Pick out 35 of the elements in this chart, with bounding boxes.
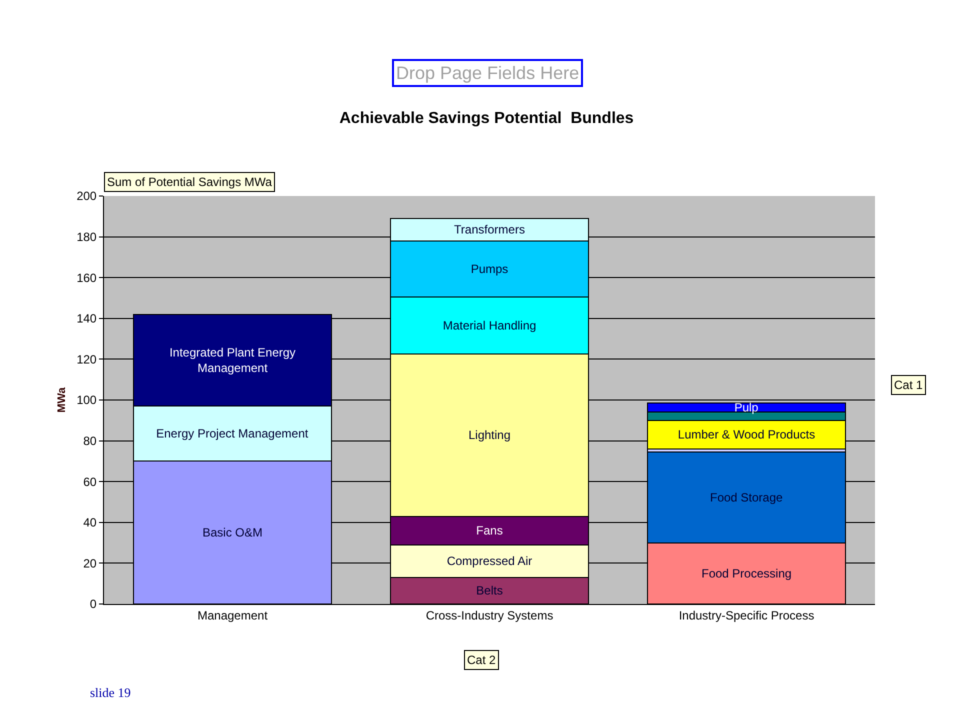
text: Cat 2 — [467, 653, 496, 667]
series-label: Compressed Air — [446, 554, 532, 568]
y-tick-label: 0 — [90, 597, 97, 612]
text: Sum of Potential Savings MWa — [107, 175, 272, 189]
series-label: Lighting — [468, 428, 511, 442]
y-tick-label: 160 — [76, 270, 97, 285]
y-tick-label: 180 — [76, 230, 97, 244]
y-tick-label: 80 — [83, 434, 97, 448]
series-label: Belts — [476, 584, 503, 598]
series-label: Basic O&M — [202, 526, 263, 540]
y-tick-label: 40 — [83, 516, 97, 530]
chart-title: Achievable Savings Potential Bundles — [339, 110, 634, 127]
series-label: Material Handling — [442, 318, 536, 333]
y-tick-label: 120 — [76, 352, 97, 366]
series-label: Pulp — [734, 400, 759, 415]
x-tick-label: Management — [197, 608, 268, 622]
y-tick-label: 20 — [83, 556, 97, 570]
text: slide 19 — [90, 685, 131, 700]
text: Drop Page Fields Here — [396, 63, 580, 83]
series-label: Fans — [476, 524, 503, 538]
series-label: Pumps — [470, 262, 508, 276]
series-label: Food Storage — [710, 490, 784, 504]
y-tick-label: 140 — [76, 312, 97, 326]
y-tick-label: 200 — [76, 189, 97, 204]
y-tick-label: 60 — [83, 474, 97, 489]
x-tick-label: Industry-Specific Process — [678, 608, 814, 622]
series-label: Food Processing — [701, 566, 792, 580]
x-tick-label: Cross-Industry Systems — [426, 608, 554, 622]
y-tick-label: 100 — [76, 393, 97, 408]
series-label: Integrated Plant Energy Management — [169, 345, 296, 376]
text: Cat 1 — [894, 378, 924, 392]
series-label: Lumber & Wood Products — [678, 428, 816, 442]
series-label: Transformers — [454, 222, 525, 237]
y-axis-title: MWa — [56, 386, 68, 413]
series-label: Energy Project Management — [156, 426, 309, 441]
